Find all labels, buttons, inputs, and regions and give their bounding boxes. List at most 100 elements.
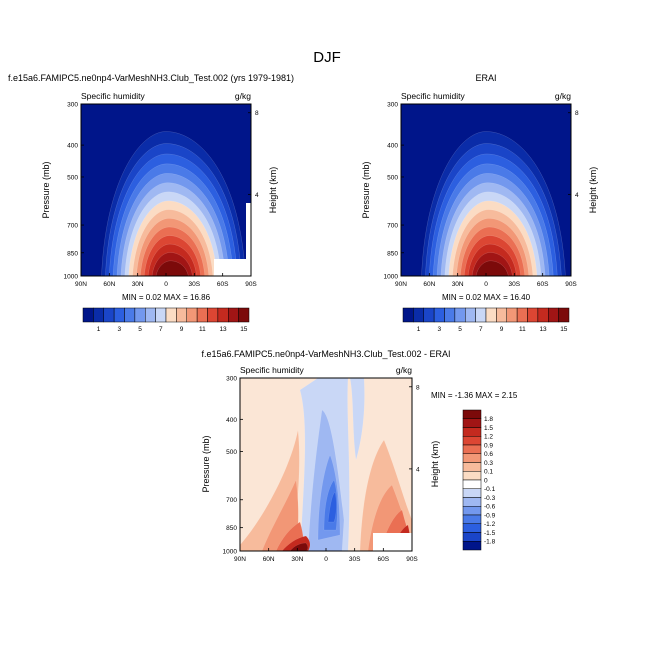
- obs-xtick-label: 90N: [395, 281, 407, 288]
- panel-obs-axes: 90N 60N 30N 0 30S 60S 90S 300 400 500 700 850 1000 8 4: [384, 102, 579, 289]
- model-xtick-label: 0: [164, 281, 168, 288]
- cbar-model-label: 7: [159, 326, 163, 333]
- cbar-model-swatch: [196, 307, 208, 323]
- model-ytick-label: 300: [67, 102, 78, 109]
- cbar-diff-swatch: [462, 453, 482, 463]
- diff-ytick-label: 400: [226, 417, 237, 424]
- cbar-diff-swatch: [462, 409, 482, 419]
- cbar-model-swatch: [186, 307, 198, 323]
- cbar-diff-swatch: [462, 514, 482, 524]
- diff-xtick-label: 30N: [291, 556, 303, 563]
- cbar-model-swatch: [93, 307, 104, 323]
- panel-diff: f.e15a6.FAMIPC5.ne0np4-VarMeshNH3.Club_T…: [201, 349, 518, 563]
- diff-xtick-label: 30S: [349, 556, 361, 563]
- model-ytick-label: 500: [67, 174, 78, 181]
- panel-model-axes: 90N 60N 30N 0 30S 60S 90S 300 400 500 700 850 1000 8 4: [64, 102, 259, 289]
- obs-ytick-label: 300: [387, 102, 398, 109]
- cbar-diff-label: 1.8: [484, 416, 493, 423]
- colorbar-model: 1 3 5 7 9 11 13 15: [82, 307, 250, 333]
- obs-xtick-label: 90S: [565, 281, 577, 288]
- figure-title: DJF: [313, 49, 341, 66]
- cbar-diff-label: -1.8: [484, 539, 496, 546]
- model-ytick-label: 850: [67, 250, 78, 257]
- cbar-obs-swatch: [475, 307, 487, 323]
- cbar-diff-swatch: [462, 479, 482, 489]
- model-xtick-label: 60N: [103, 281, 115, 288]
- cbar-model-label: 15: [240, 326, 248, 333]
- obs-ytick-label: 500: [387, 174, 398, 181]
- cbar-diff-label: -1.2: [484, 521, 496, 528]
- diff-contour--0.1d: [349, 378, 365, 461]
- cbar-model-swatch: [228, 307, 239, 323]
- cbar-obs-label: 13: [539, 326, 547, 333]
- cbar-model-swatch: [176, 307, 187, 323]
- panel-model-ylabel: Pressure (mb): [41, 161, 51, 218]
- cbar-diff-label: -0.1: [484, 486, 496, 493]
- cbar-diff-swatch: [462, 418, 482, 428]
- obs-ytick-label: 400: [387, 143, 398, 150]
- model-xtick-label: 30S: [189, 281, 201, 288]
- cbar-obs-swatch: [454, 307, 466, 323]
- panel-model: f.e15a6.FAMIPC5.ne0np4-VarMeshNH3.Club_T…: [8, 73, 294, 302]
- cbar-model-swatch: [165, 307, 177, 323]
- cbar-diff-swatch: [462, 506, 482, 516]
- cbar-model-swatch: [124, 307, 136, 323]
- cbar-diff-label: -0.6: [484, 504, 496, 511]
- diff-ytick-label: 1000: [223, 549, 238, 556]
- obs-ytick-label: 700: [387, 223, 398, 230]
- panel-model-title: f.e15a6.FAMIPC5.ne0np4-VarMeshNH3.Club_T…: [8, 73, 294, 83]
- model-contour-14: [155, 260, 189, 276]
- panel-diff-stats: MIN = -1.36 MAX = 2.15: [431, 391, 518, 400]
- cbar-diff-label: -1.5: [484, 530, 496, 537]
- diff-ytick-label: 850: [226, 525, 237, 532]
- cbar-diff-label: 0.1: [484, 469, 493, 476]
- cbar-obs-swatch: [465, 307, 476, 323]
- diff-masked-region: [373, 533, 412, 551]
- panel-obs-ylabel2: Height (km): [588, 167, 598, 214]
- colorbar-obs: 1 3 5 7 9 11 13 15: [402, 307, 570, 333]
- obs-xtick-label: 0: [484, 281, 488, 288]
- cbar-diff-swatch: [462, 532, 482, 542]
- cbar-obs-label: 15: [560, 326, 568, 333]
- cbar-diff-swatch: [462, 541, 482, 551]
- cbar-diff-swatch: [462, 488, 482, 498]
- cbar-diff-label: 0: [484, 477, 488, 484]
- model-ytick-label: 700: [67, 223, 78, 230]
- cbar-obs-label: 1: [417, 326, 421, 333]
- panel-diff-left-label: Specific humidity: [240, 365, 305, 375]
- diff-ytick2-label: 4: [416, 466, 420, 473]
- model-ytick2-label: 8: [255, 110, 259, 117]
- panel-obs-left-label: Specific humidity: [401, 91, 466, 101]
- cbar-obs-swatch: [433, 307, 445, 323]
- obs-ytick2-label: 4: [575, 192, 579, 199]
- model-xtick-label: 90N: [75, 281, 87, 288]
- model-xtick-label: 60S: [217, 281, 229, 288]
- cbar-obs-swatch: [537, 307, 549, 323]
- cbar-diff-swatch: [462, 436, 482, 446]
- diff-xtick-label: 90N: [234, 556, 246, 563]
- diff-field: [240, 378, 412, 551]
- panel-obs-right-label: g/kg: [555, 91, 571, 101]
- cbar-model-label: 9: [180, 326, 184, 333]
- model-ytick-label: 400: [67, 143, 78, 150]
- cbar-model-label: 3: [118, 326, 122, 333]
- cbar-obs-swatch: [527, 307, 539, 323]
- cbar-obs-label: 3: [438, 326, 442, 333]
- panel-diff-right-label: g/kg: [396, 365, 412, 375]
- panel-diff-axes: 90N 60N 30N 0 30S 60S 90S 300 400 500 700 850 1000 8 4: [223, 376, 420, 564]
- obs-ytick2-label: 8: [575, 110, 579, 117]
- panel-diff-ylabel2: Height (km): [430, 441, 440, 488]
- diff-contour-1.8: [289, 542, 308, 551]
- cbar-model-swatch: [217, 307, 229, 323]
- cbar-diff-label: -0.9: [484, 512, 496, 519]
- model-field: [81, 104, 251, 276]
- cbar-obs-swatch: [496, 307, 507, 323]
- cbar-obs-swatch: [423, 307, 435, 323]
- obs-xtick-label: 60S: [537, 281, 549, 288]
- cbar-obs-label: 9: [500, 326, 504, 333]
- cbar-obs-label: 7: [479, 326, 483, 333]
- panel-obs-stats: MIN = 0.02 MAX = 16.40: [442, 293, 531, 302]
- panel-diff-title: f.e15a6.FAMIPC5.ne0np4-VarMeshNH3.Club_T…: [202, 349, 451, 359]
- diff-ytick-label: 700: [226, 497, 237, 504]
